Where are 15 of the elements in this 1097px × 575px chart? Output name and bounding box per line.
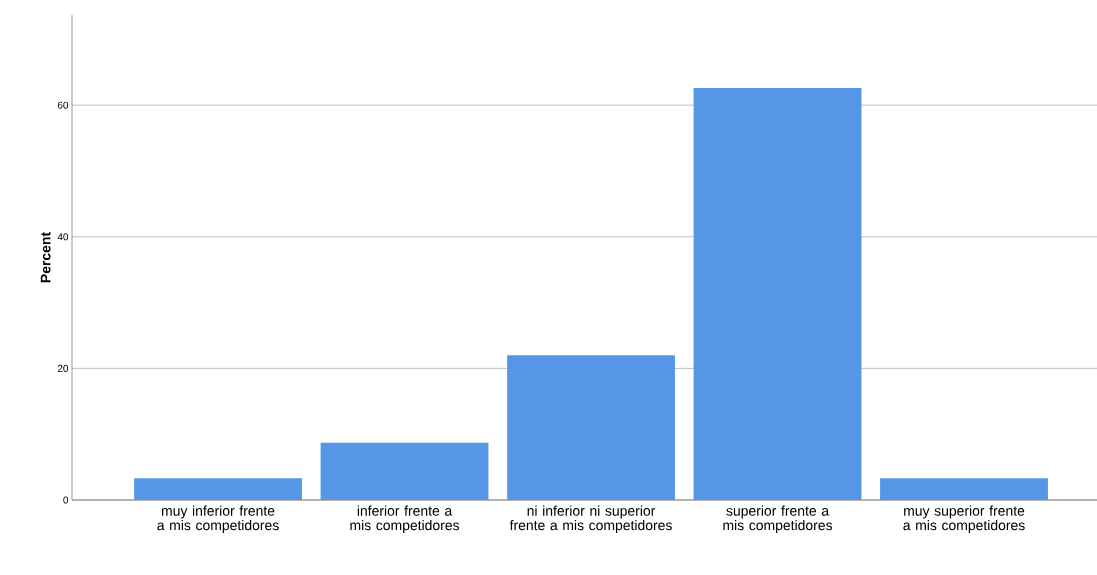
x-tick-label: ni inferior ni superior frente a mis competidores	[509, 505, 672, 533]
y-tick-label: 0	[63, 496, 69, 504]
bar	[320, 442, 489, 500]
x-tick-label: inferior frente a mis competidores	[350, 505, 460, 533]
y-tick-label: 40	[57, 233, 69, 241]
bar	[880, 478, 1048, 500]
x-tick-label: muy superior frente a mis competidores	[903, 505, 1025, 533]
y-tick-label: 60	[57, 101, 69, 109]
bar	[507, 355, 675, 500]
bar	[134, 478, 302, 500]
y-tick-label: 20	[57, 364, 69, 372]
bar	[693, 88, 862, 500]
x-tick-label: muy inferior frente a mis competidores	[157, 505, 279, 533]
x-tick-label: superior frente a mis competidores	[723, 505, 833, 533]
y-axis-title: Percent	[40, 232, 51, 283]
